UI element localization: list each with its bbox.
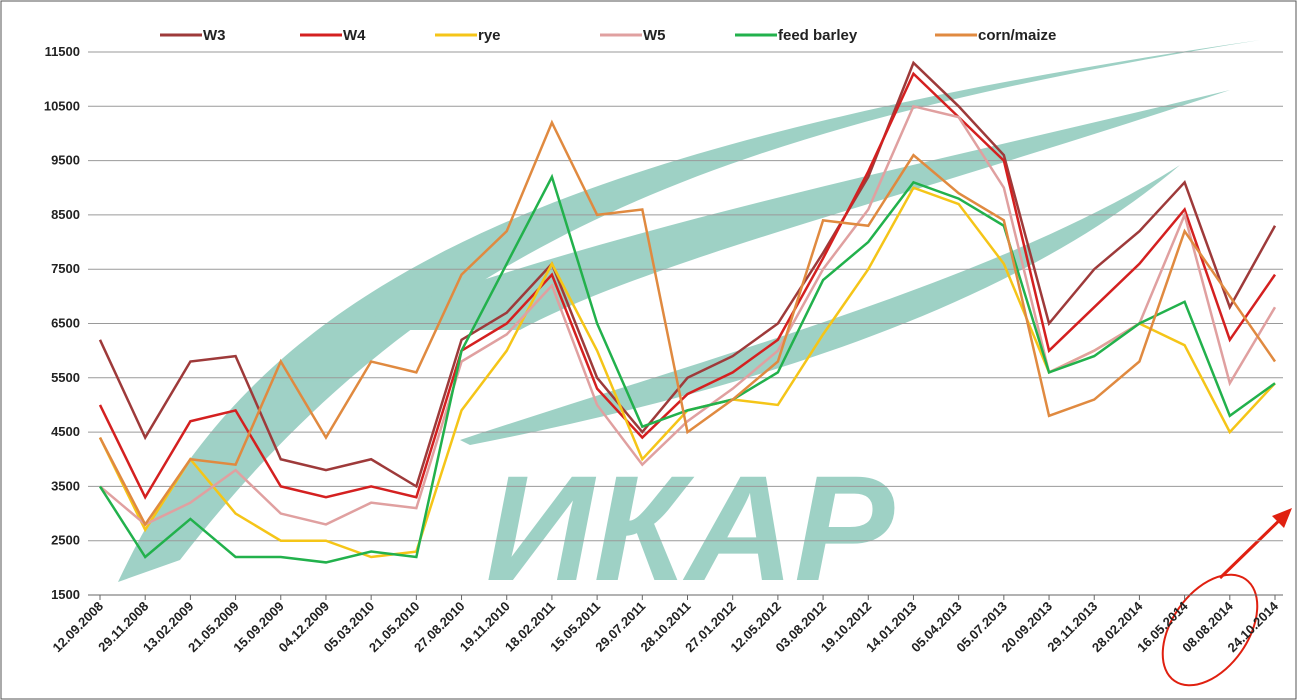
annotation-circle — [1161, 573, 1259, 687]
y-tick-label: 8500 — [51, 207, 80, 222]
series-line — [98, 71, 1277, 500]
series-line — [99, 104, 1277, 526]
y-tick-label: 10500 — [44, 98, 80, 113]
series-line — [98, 173, 1276, 564]
y-tick-label: 3500 — [51, 478, 80, 493]
legend-label: W3 — [203, 27, 226, 44]
watermark: ИКАР — [486, 444, 895, 612]
y-tick-label: 11500 — [45, 44, 80, 59]
y-tick-label: 2500 — [51, 533, 80, 548]
y-tick-label: 5500 — [51, 370, 80, 385]
logo — [118, 40, 1260, 582]
annotation-arrow — [1218, 510, 1290, 580]
y-tick-label: 1500 — [51, 587, 80, 602]
y-tick-label: 6500 — [51, 316, 80, 331]
y-tick-label: 7500 — [51, 261, 80, 276]
series-line — [98, 119, 1277, 527]
legend-label: W5 — [643, 27, 666, 44]
legend-label: rye — [478, 27, 501, 44]
y-tick-label: 4500 — [51, 424, 80, 439]
y-tick-label: 9500 — [51, 153, 80, 168]
legend-label: W4 — [343, 27, 366, 44]
series-line — [98, 60, 1277, 489]
legend-label: feed barley — [778, 27, 858, 44]
annotation-arrowhead — [1272, 508, 1292, 528]
legend-label: corn/maize — [978, 27, 1056, 44]
